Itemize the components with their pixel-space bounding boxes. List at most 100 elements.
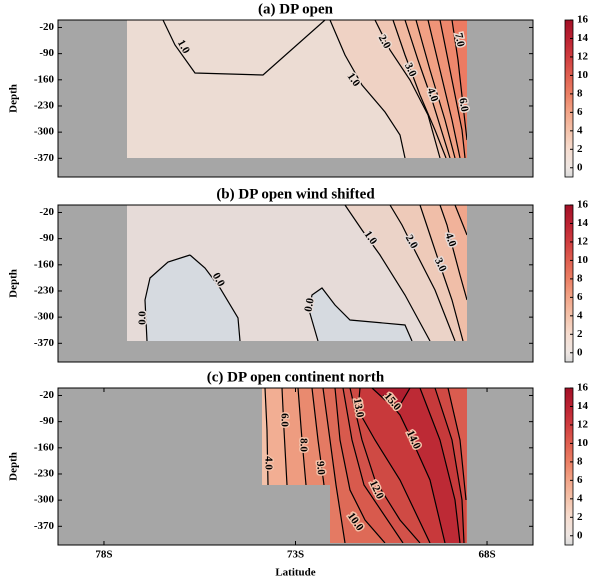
contour-line — [447, 388, 467, 501]
y-tick-label: -20 — [39, 21, 54, 33]
colorbar-tick-label: 14 — [577, 217, 589, 229]
contour-label: 6.0 — [278, 413, 290, 427]
colorbar-tick-label: 12 — [577, 50, 589, 62]
y-axis-label: Depth — [8, 84, 20, 113]
y-tick-label: -370 — [34, 152, 55, 164]
contour-line — [419, 205, 464, 341]
contour-line — [308, 287, 413, 341]
colorbar-tick-label: 8 — [577, 87, 583, 99]
contour-line — [189, 254, 241, 341]
contour-line — [329, 20, 406, 158]
colorbar-tick-label: 14 — [577, 400, 589, 412]
y-axis-label: Depth — [8, 452, 20, 481]
colorbar-tick-label: 10 — [577, 69, 589, 81]
contour-field — [127, 20, 467, 158]
contour-label: 4.0 — [442, 231, 458, 248]
contour-line — [264, 388, 269, 486]
contour-line — [144, 254, 191, 341]
colorbar-tick-label: 12 — [577, 235, 589, 247]
contour-label: 8.0 — [297, 438, 309, 452]
y-tick-label: -300 — [34, 126, 55, 138]
x-tick-label: 68S — [478, 549, 495, 561]
colorbar-tick-label: 0 — [577, 529, 583, 541]
colorbar-tick-label: 4 — [577, 492, 583, 504]
contour-line — [334, 388, 386, 543]
contour-line — [439, 205, 467, 301]
contour-line — [419, 388, 461, 543]
panel: (c) DP open continent north 4.0 6.0 8.0 9.0 1… — [8, 369, 589, 578]
plot-frame — [57, 204, 534, 363]
colorbar-tick-label: 8 — [577, 272, 583, 284]
contour-line — [404, 20, 451, 158]
y-tick-label: -300 — [34, 494, 55, 506]
contour-label: 0.0 — [137, 311, 149, 325]
contour-label: 0.0 — [302, 297, 316, 313]
y-tick-label: -20 — [39, 206, 54, 218]
y-tick-label: -370 — [34, 520, 55, 532]
contour-label: 6.0 — [456, 97, 470, 113]
contour-field — [127, 205, 467, 341]
contour-line — [281, 388, 288, 486]
contour-line — [297, 388, 307, 486]
y-tick-label: -160 — [34, 73, 55, 85]
x-tick-label: 78S — [95, 549, 112, 561]
contour-line — [349, 388, 421, 543]
panel-title: (b) DP open wind shifted — [216, 186, 375, 202]
colorbar-tick-label: 16 — [577, 382, 589, 394]
negative-region — [145, 255, 240, 341]
contour-line — [439, 20, 466, 158]
colorbar-tick-label: 2 — [577, 328, 583, 340]
panel-title: (c) DP open continent north — [207, 369, 385, 385]
colorbar-tick-label: 10 — [577, 254, 589, 266]
contour-line — [382, 394, 446, 543]
contour-field — [262, 388, 467, 543]
colorbar-tick-label: 0 — [577, 346, 583, 358]
contour-line — [434, 388, 465, 543]
y-tick-label: -300 — [34, 311, 55, 323]
contour-line — [342, 388, 404, 543]
colorbar-tick-label: 2 — [577, 143, 583, 155]
contour-line — [357, 388, 431, 543]
y-tick-label: -160 — [34, 258, 55, 270]
contour-line — [344, 205, 431, 341]
y-tick-label: -230 — [34, 100, 55, 112]
colorbar-tick-label: 0 — [577, 161, 583, 173]
contour-label: 4.0 — [262, 456, 274, 470]
y-tick-label: -20 — [39, 389, 54, 401]
colorbar — [564, 204, 574, 363]
colorbar-tick-label: 6 — [577, 474, 583, 486]
colorbar-tick-label: 4 — [577, 309, 583, 321]
contour-line — [454, 205, 467, 236]
contour-label: 9.0 — [314, 461, 327, 476]
contour-fill — [420, 205, 467, 341]
colorbar-tick-label: 2 — [577, 511, 583, 523]
contour-line — [389, 205, 456, 341]
colorbar-tick-label: 12 — [577, 418, 589, 430]
contour-line — [427, 20, 461, 158]
colorbar-tick-label: 10 — [577, 437, 589, 449]
y-tick-label: -230 — [34, 468, 55, 480]
contour-line — [374, 20, 441, 158]
colorbar-tick-label: 6 — [577, 106, 583, 118]
contour-line — [415, 20, 456, 158]
x-axis-label: Latitude — [275, 567, 315, 579]
colorbar-tick-label: 16 — [577, 14, 589, 26]
x-tick-label: 73S — [287, 549, 304, 561]
y-tick-label: -90 — [39, 47, 54, 59]
contour-fill — [372, 388, 410, 405]
contour-line — [371, 388, 411, 406]
contour-line — [451, 20, 467, 141]
colorbar-tick-label: 4 — [577, 124, 583, 136]
contour-line — [162, 20, 326, 76]
colorbar — [564, 387, 574, 546]
contour-line — [392, 20, 447, 158]
y-tick-label: -370 — [34, 337, 55, 349]
plot-frame — [57, 19, 534, 178]
contour-line — [322, 388, 346, 543]
panel: (a) DP open1.01.02.03.04.07.06.0-20-90-1… — [8, 1, 589, 178]
colorbar-tick-label: 14 — [577, 32, 589, 44]
contour-line — [311, 388, 325, 486]
panel-title: (a) DP open — [258, 1, 334, 17]
